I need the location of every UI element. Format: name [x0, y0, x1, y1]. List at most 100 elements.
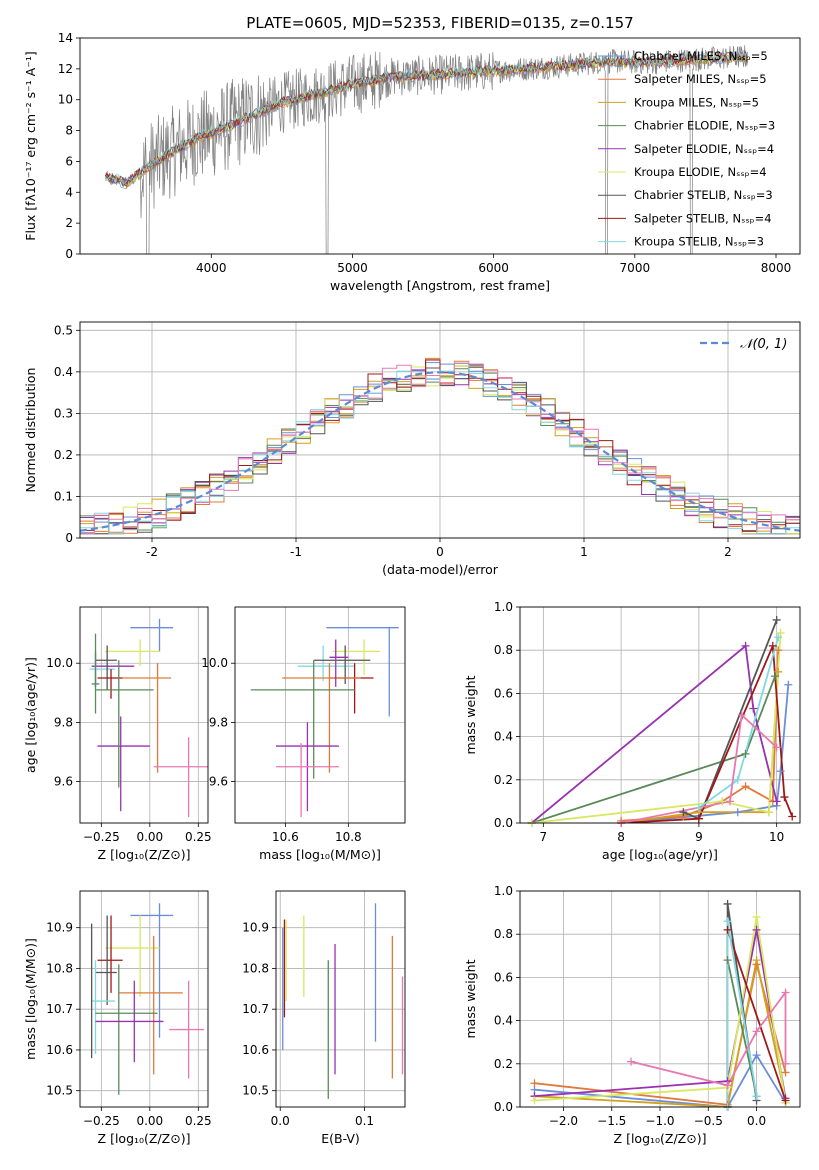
y-tick-label: 14: [58, 31, 73, 45]
y-tick-label: 0.2: [54, 448, 73, 462]
weight-marker: [774, 633, 783, 642]
legend-label: Kroupa STELIB, Nₛₛₚ=3: [634, 235, 764, 249]
axes-frame: [519, 890, 801, 1108]
age-vs-metallicity-panel: −0.25 0.00 0.25 9.6 9.8 10.0 Z [log₁₀(Z/Z⊙)] ag…: [23, 606, 212, 862]
weight-marker: [752, 956, 761, 965]
y-tick-label: 0.3: [54, 406, 73, 420]
weight-marker: [723, 917, 732, 926]
weight-marker: [752, 1051, 761, 1060]
y-tick-label: 6: [65, 154, 73, 168]
weight-marker: [741, 782, 750, 791]
y-tick-label: 10.9: [242, 921, 269, 935]
y-axis-label: Normed distribution: [23, 368, 38, 493]
model-spectrum-line: [105, 49, 749, 187]
x-tick-label: 2: [724, 545, 732, 559]
y-axis-label: mass weight: [463, 959, 478, 1038]
x-axis-label: Z [log₁₀(Z/Z⊙)]: [614, 1131, 707, 1146]
y-tick-label: 9.8: [54, 715, 73, 729]
y-axis-label: Flux [fλ10⁻¹⁷ erg cm⁻² s⁻¹ A⁻¹]: [23, 51, 38, 240]
axes-frame: [79, 606, 209, 824]
weight-marker: [718, 797, 727, 806]
weight-marker: [726, 797, 734, 806]
axes-frame: [519, 606, 801, 824]
x-tick-label: 0.0: [271, 1114, 290, 1128]
y-tick-label: 4: [65, 185, 73, 199]
y-tick-label: 8: [65, 124, 73, 138]
x-tick-label: 5000: [337, 261, 368, 275]
y-tick-label: 10.5: [46, 1084, 73, 1098]
y-tick-label: 10.7: [46, 1002, 73, 1016]
normal-distribution-curve: [80, 371, 800, 532]
weight-marker: [694, 803, 703, 812]
x-axis-label: age [log₁₀(age/yr)]: [602, 847, 718, 862]
y-tick-label: 10.8: [242, 961, 269, 975]
y-axis-label: mass weight: [463, 675, 478, 754]
residual-histogram-step: [80, 357, 800, 535]
weight-line: [620, 713, 778, 823]
weight-marker: [772, 615, 781, 624]
weight-marker: [530, 1079, 539, 1088]
y-tick-label: 1.0: [494, 884, 513, 898]
weight-line: [531, 644, 778, 823]
y-tick-label: 0.5: [54, 323, 73, 337]
x-tick-label: -1: [290, 545, 302, 559]
weight-marker: [768, 641, 777, 650]
axes-frame: [79, 890, 209, 1108]
mass-vs-reddening-panel: 0.0 0.1 10.5 10.6 10.7 10.8 10.9 E(B-V): [242, 890, 406, 1146]
weight-marker: [781, 988, 790, 997]
weight-line: [534, 959, 787, 1107]
x-tick-label: 9: [695, 830, 703, 844]
weight-marker: [723, 956, 732, 965]
x-axis-label: mass [log₁₀(M/M⊙)]: [259, 847, 381, 862]
weight-marker: [752, 1027, 761, 1036]
weight-marker: [774, 667, 783, 676]
weight-marker: [752, 1092, 761, 1101]
weight-marker: [741, 749, 750, 758]
legend-label: Salpeter MILES, Nₛₛₚ=5: [634, 72, 767, 86]
y-tick-label: 0.6: [494, 970, 513, 984]
weight-line: [531, 632, 782, 823]
x-tick-label: 10: [769, 830, 784, 844]
y-tick-label: 0.4: [494, 730, 513, 744]
weight-marker: [780, 793, 789, 802]
weight-line: [531, 675, 776, 823]
weight-marker: [764, 808, 773, 817]
y-tick-label: 10.8: [46, 961, 73, 975]
legend-label: Salpeter ELODIE, Nₛₛₚ=4: [634, 142, 774, 156]
x-tick-label: 10.6: [272, 830, 299, 844]
x-tick-label: −1.5: [597, 1114, 626, 1128]
weight-marker: [781, 1068, 790, 1077]
y-tick-label: 10.0: [46, 656, 73, 670]
model-spectrum-line: [105, 50, 748, 186]
weight-marker: [723, 925, 732, 934]
weight-marker: [752, 912, 761, 921]
weight-marker: [776, 628, 785, 637]
y-tick-label: 0.8: [494, 927, 513, 941]
weight-line: [620, 671, 780, 823]
y-axis-label: age [log₁₀(age/yr)]: [23, 657, 38, 773]
axes-frame: [79, 37, 801, 255]
y-tick-label: 9.6: [209, 775, 228, 789]
weight-vs-age-panel: 7 8 9 10 0.0 0.2 0.4 0.6 0.8 1.0 age [log₁₀(age/yr…: [463, 600, 801, 862]
x-tick-label: 4000: [196, 261, 227, 275]
y-tick-label: 10.0: [201, 656, 228, 670]
x-tick-label: −1.0: [645, 1114, 674, 1128]
weight-marker: [784, 680, 793, 689]
plot-area: [80, 357, 800, 535]
weight-marker: [737, 711, 746, 719]
plot-area: [90, 903, 205, 1095]
y-tick-label: 0.2: [494, 1057, 513, 1071]
x-axis-label: wavelength [Angstrom, rest frame]: [330, 278, 550, 293]
x-axis-label: Z [log₁₀(Z/Z⊙)]: [98, 1131, 191, 1146]
x-tick-label: −0.25: [83, 830, 120, 844]
y-tick-label: 10.6: [242, 1043, 269, 1057]
y-tick-label: 0: [65, 247, 73, 261]
residuals-panel: -2 -1 0 1 2 0 0.1 0.2 0.3 0.4 0.5 (data-model)/erro…: [23, 321, 801, 577]
y-tick-label: 0.1: [54, 489, 73, 503]
weight-marker: [781, 1096, 790, 1105]
y-tick-label: 10.9: [46, 921, 73, 935]
weight-marker: [741, 641, 750, 650]
x-tick-label: 1: [580, 545, 588, 559]
x-tick-label: −2.0: [549, 1114, 578, 1128]
x-tick-label: 0.25: [185, 830, 212, 844]
